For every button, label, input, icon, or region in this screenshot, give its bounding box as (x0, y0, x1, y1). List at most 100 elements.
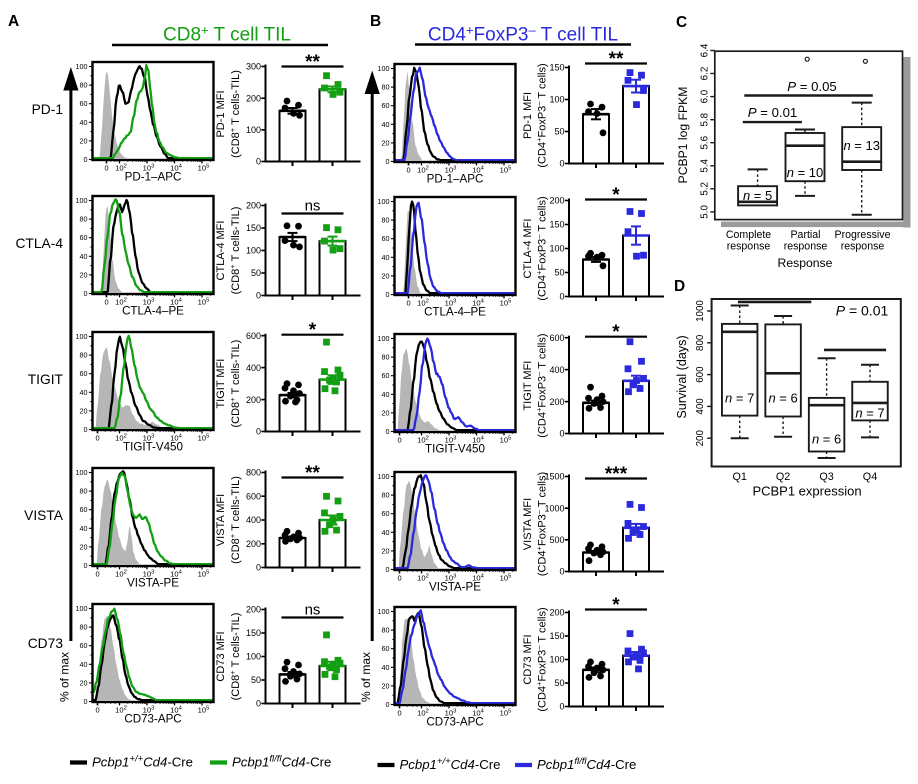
svg-text:40: 40 (382, 663, 390, 672)
svg-text:(CD4+FoxP3– T cells): (CD4+FoxP3– T cells) (535, 607, 549, 711)
svg-text:CTLA-4–PE: CTLA-4–PE (424, 306, 486, 319)
svg-text:50: 50 (554, 127, 564, 137)
svg-text:100: 100 (246, 246, 261, 256)
svg-text:0: 0 (84, 425, 88, 434)
svg-text:80: 80 (80, 487, 88, 496)
svg-text:200: 200 (246, 605, 261, 615)
svg-text:A: A (8, 13, 19, 30)
svg-text:103: 103 (143, 163, 155, 172)
svg-text:5.2: 5.2 (699, 182, 710, 196)
svg-text:100: 100 (378, 472, 390, 481)
svg-text:20: 20 (382, 271, 390, 280)
svg-text:103: 103 (143, 433, 155, 442)
svg-text:0: 0 (559, 292, 564, 302)
svg-text:100: 100 (76, 62, 88, 71)
svg-text:100: 100 (378, 334, 390, 343)
svg-text:CTLA-4 MFI: CTLA-4 MFI (215, 221, 227, 281)
svg-text:80: 80 (382, 491, 390, 500)
svg-text:500: 500 (549, 535, 564, 545)
svg-text:60: 60 (382, 644, 390, 653)
svg-text:60: 60 (80, 641, 88, 650)
svg-text:0: 0 (256, 427, 261, 437)
svg-text:VISTA-PE: VISTA-PE (429, 581, 481, 594)
svg-text:100: 100 (378, 607, 390, 616)
svg-text:40: 40 (80, 660, 88, 669)
svg-text:TIGIT MFI: TIGIT MFI (522, 361, 534, 411)
svg-text:6.0: 6.0 (699, 89, 710, 103)
svg-text:VISTA MFI: VISTA MFI (522, 498, 534, 550)
svg-text:104: 104 (170, 433, 182, 442)
svg-text:20: 20 (80, 542, 88, 551)
svg-text:CTLA-4 MFI: CTLA-4 MFI (522, 219, 534, 279)
svg-text:0: 0 (104, 298, 108, 307)
svg-text:0: 0 (84, 697, 88, 706)
svg-text:50: 50 (251, 675, 261, 685)
svg-text:VISTA: VISTA (24, 508, 64, 523)
svg-text:20: 20 (382, 681, 390, 690)
svg-text:80: 80 (80, 623, 88, 632)
svg-text:200: 200 (549, 608, 564, 618)
svg-text:200: 200 (549, 196, 564, 206)
svg-text:104: 104 (472, 573, 484, 582)
svg-text:0: 0 (559, 159, 564, 169)
svg-text:40: 40 (80, 118, 88, 127)
svg-text:% of max: % of max (359, 652, 373, 702)
svg-text:0: 0 (559, 429, 564, 439)
svg-text:105: 105 (500, 165, 512, 174)
svg-text:50: 50 (554, 268, 564, 278)
svg-text:20: 20 (80, 136, 88, 145)
svg-text:(CD8+ T cells-TIL): (CD8+ T cells-TIL) (228, 70, 242, 158)
svg-text:CD8+ T cell TIL: CD8+ T cell TIL (163, 23, 291, 46)
svg-text:100: 100 (549, 655, 564, 665)
svg-text:102: 102 (115, 569, 127, 578)
svg-text:(CD8+ T cells-TIL): (CD8+ T cells-TIL) (228, 207, 242, 295)
svg-text:(CD8+ T cells-TIL): (CD8+ T cells-TIL) (228, 340, 242, 428)
svg-text:PCBP1 log FPKM: PCBP1 log FPKM (676, 87, 690, 184)
svg-text:104: 104 (472, 165, 484, 174)
svg-text:400: 400 (549, 365, 564, 375)
svg-text:(CD8+ T cells-TIL): (CD8+ T cells-TIL) (228, 476, 242, 564)
svg-text:40: 40 (382, 390, 390, 399)
svg-text:60: 60 (382, 509, 390, 518)
svg-text:100: 100 (246, 125, 261, 135)
svg-text:TIGIT-V450: TIGIT-V450 (425, 443, 485, 456)
svg-text:105: 105 (198, 297, 210, 306)
svg-text:102: 102 (417, 708, 429, 717)
svg-text:CD73-APC: CD73-APC (426, 716, 483, 729)
svg-text:0: 0 (256, 563, 261, 573)
svg-text:104: 104 (170, 569, 182, 578)
svg-text:60: 60 (382, 234, 390, 243)
svg-text:102: 102 (115, 163, 127, 172)
svg-text:103: 103 (445, 298, 457, 307)
svg-text:100: 100 (76, 604, 88, 613)
svg-text:n = 13: n = 13 (843, 138, 880, 153)
svg-text:1000: 1000 (695, 300, 706, 322)
svg-text:60: 60 (382, 101, 390, 110)
svg-text:102: 102 (115, 433, 127, 442)
svg-text:60: 60 (80, 233, 88, 242)
svg-text:103: 103 (143, 297, 155, 306)
svg-text:50: 50 (251, 268, 261, 278)
svg-text:105: 105 (198, 705, 210, 714)
svg-text:Pcbp1+/+Cd4-Cre: Pcbp1+/+Cd4-Cre (92, 754, 193, 770)
svg-text:5.0: 5.0 (699, 205, 710, 219)
svg-text:Partial: Partial (790, 229, 820, 241)
svg-text:CD73: CD73 (28, 636, 64, 651)
svg-text:0: 0 (386, 290, 390, 299)
svg-text:800: 800 (246, 468, 261, 478)
svg-text:80: 80 (80, 81, 88, 90)
svg-text:150: 150 (549, 220, 564, 230)
svg-text:1000: 1000 (544, 503, 564, 513)
svg-text:0: 0 (95, 434, 99, 443)
svg-text:200: 200 (695, 429, 706, 446)
svg-text:0: 0 (84, 561, 88, 570)
svg-text:0: 0 (104, 164, 108, 173)
svg-text:CD73 MFI: CD73 MFI (522, 634, 534, 684)
svg-text:102: 102 (115, 705, 127, 714)
svg-text:400: 400 (246, 515, 261, 525)
svg-text:200: 200 (549, 397, 564, 407)
svg-text:response: response (841, 241, 885, 253)
svg-text:100: 100 (549, 244, 564, 254)
svg-text:104: 104 (472, 435, 484, 444)
svg-text:50: 50 (554, 678, 564, 688)
